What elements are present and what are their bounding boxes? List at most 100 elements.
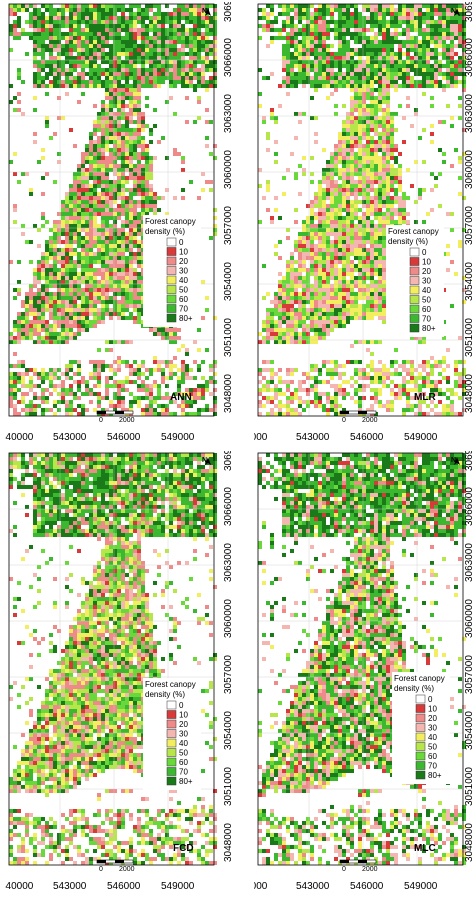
raster-cell bbox=[382, 244, 386, 248]
raster-cell bbox=[366, 132, 370, 136]
raster-cell bbox=[117, 288, 121, 292]
raster-cell bbox=[129, 28, 133, 32]
raster-cell bbox=[77, 388, 81, 392]
raster-cell bbox=[109, 60, 113, 64]
raster-cell bbox=[334, 264, 338, 268]
raster-cell bbox=[342, 188, 346, 192]
raster-cell bbox=[125, 24, 129, 28]
raster-cell bbox=[290, 264, 294, 268]
raster-cell bbox=[89, 256, 93, 260]
raster-cell bbox=[205, 44, 209, 48]
raster-cell bbox=[426, 212, 430, 216]
raster-cell bbox=[209, 380, 213, 384]
raster-cell bbox=[117, 396, 121, 400]
raster-cell bbox=[105, 104, 109, 108]
raster-cell bbox=[105, 292, 109, 296]
raster-cell bbox=[117, 148, 121, 152]
raster-cell bbox=[330, 224, 334, 228]
raster-cell bbox=[314, 268, 318, 272]
raster-cell bbox=[310, 48, 314, 52]
raster-cell bbox=[141, 32, 145, 36]
raster-cell bbox=[314, 228, 318, 232]
raster-cell bbox=[73, 408, 77, 412]
raster-cell bbox=[450, 72, 454, 76]
raster-cell bbox=[334, 20, 338, 24]
raster-cell bbox=[382, 176, 386, 180]
raster-cell bbox=[394, 192, 398, 196]
raster-cell bbox=[334, 8, 338, 12]
raster-cell bbox=[286, 32, 290, 36]
raster-cell bbox=[266, 180, 270, 184]
raster-cell bbox=[390, 76, 394, 80]
raster-cell bbox=[294, 72, 298, 76]
raster-cell bbox=[109, 284, 113, 288]
raster-cell bbox=[49, 16, 53, 20]
raster-cell bbox=[61, 64, 65, 68]
raster-cell bbox=[49, 304, 53, 308]
raster-cell bbox=[438, 52, 442, 56]
raster-cell bbox=[310, 36, 314, 40]
raster-cell bbox=[306, 40, 310, 44]
raster-cell bbox=[358, 216, 362, 220]
raster-cell bbox=[213, 380, 217, 384]
raster-cell bbox=[378, 200, 382, 204]
raster-cell bbox=[105, 296, 109, 300]
raster-cell bbox=[398, 32, 402, 36]
raster-cell bbox=[113, 300, 117, 304]
raster-cell bbox=[458, 16, 462, 20]
raster-cell bbox=[29, 296, 33, 300]
raster-cell bbox=[129, 112, 133, 116]
raster-cell bbox=[137, 100, 141, 104]
raster-cell bbox=[350, 156, 354, 160]
raster-cell bbox=[434, 56, 438, 60]
raster-cell bbox=[113, 360, 117, 364]
raster-cell bbox=[137, 292, 141, 296]
raster-cell bbox=[61, 256, 65, 260]
raster-cell bbox=[89, 228, 93, 232]
raster-cell bbox=[81, 188, 85, 192]
raster-cell bbox=[113, 44, 117, 48]
raster-cell bbox=[117, 316, 121, 320]
raster-cell bbox=[274, 152, 278, 156]
raster-cell bbox=[65, 400, 69, 404]
raster-cell bbox=[406, 168, 410, 172]
raster-cell bbox=[105, 236, 109, 240]
raster-cell bbox=[290, 68, 294, 72]
raster-cell bbox=[193, 60, 197, 64]
raster-cell bbox=[73, 60, 77, 64]
raster-cell bbox=[374, 224, 378, 228]
raster-cell bbox=[133, 272, 137, 276]
raster-cell bbox=[57, 392, 61, 396]
raster-cell bbox=[382, 232, 386, 236]
raster-cell bbox=[113, 128, 117, 132]
raster-cell bbox=[113, 188, 117, 192]
raster-cell bbox=[314, 260, 318, 264]
raster-cell bbox=[45, 276, 49, 280]
raster-cell bbox=[185, 68, 189, 72]
raster-cell bbox=[454, 76, 458, 80]
raster-cell bbox=[374, 256, 378, 260]
raster-cell bbox=[290, 16, 294, 20]
raster-cell bbox=[410, 76, 414, 80]
raster-cell bbox=[77, 284, 81, 288]
raster-cell bbox=[326, 192, 330, 196]
raster-cell bbox=[362, 72, 366, 76]
raster-cell bbox=[306, 268, 310, 272]
raster-cell bbox=[354, 96, 358, 100]
raster-cell bbox=[342, 24, 346, 28]
raster-cell bbox=[338, 20, 342, 24]
raster-cell bbox=[173, 76, 177, 80]
raster-cell bbox=[101, 248, 105, 252]
raster-cell bbox=[157, 80, 161, 84]
raster-cell bbox=[33, 272, 37, 276]
raster-cell bbox=[153, 12, 157, 16]
raster-cell bbox=[165, 12, 169, 16]
raster-cell bbox=[298, 60, 302, 64]
raster-cell bbox=[418, 72, 422, 76]
raster-cell bbox=[113, 140, 117, 144]
raster-cell bbox=[197, 60, 201, 64]
raster-cell bbox=[302, 8, 306, 12]
raster-cell bbox=[342, 248, 346, 252]
raster-cell bbox=[193, 44, 197, 48]
raster-cell bbox=[342, 220, 346, 224]
